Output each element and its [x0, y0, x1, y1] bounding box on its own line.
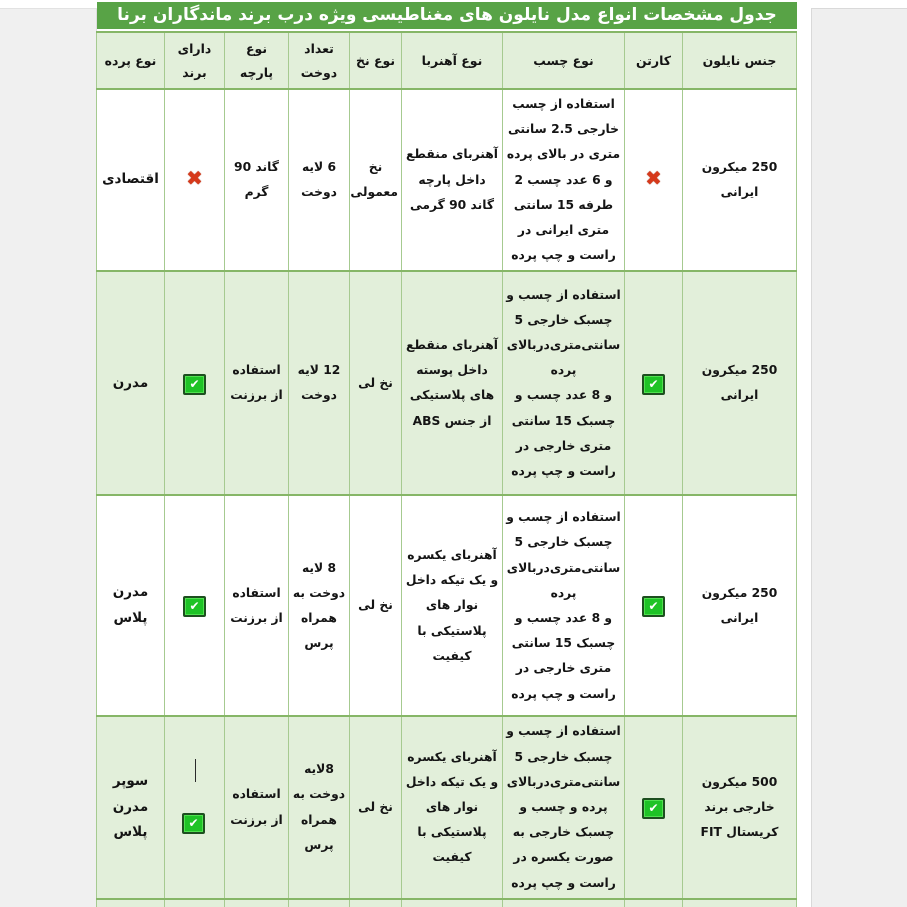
cell-fabric[interactable]: استفاده از برزنت [224, 715, 289, 900]
cell-nylon[interactable]: 250 میکرون ایرانی [682, 87, 797, 273]
cell-empty[interactable] [349, 897, 402, 907]
cell-brand[interactable]: ✖ [164, 87, 225, 273]
check-icon: ✔ [183, 373, 206, 395]
cell-thread[interactable]: نخ لی [349, 494, 402, 718]
cell-thread[interactable]: نخ لی [349, 715, 402, 900]
cell-brand[interactable]: ✔ [164, 494, 225, 718]
cell-fabric[interactable]: استفاده از برزنت [224, 494, 289, 718]
cell-carton[interactable]: ✖ [624, 87, 683, 273]
cell-brand[interactable]: ✔ [164, 270, 225, 497]
cell-thread[interactable]: نخ معمولی [349, 87, 402, 273]
cell-stitch[interactable]: 12 لایه دوخت [288, 270, 350, 497]
left-margin-panel [0, 8, 97, 907]
cell-glue[interactable]: استفاده از چسب و چسبک خارجی 5 سانتی‌متری… [502, 270, 625, 497]
cell-glue[interactable]: استفاده از چسب خارجی 2.5 سانتی متری در ب… [502, 87, 625, 273]
cell-fabric[interactable]: گاند 90 گرم [224, 87, 289, 273]
cell-stitch[interactable]: 6 لایه دوخت [288, 87, 350, 273]
cell-curtain-type[interactable]: مدرن پلاس [96, 494, 165, 718]
cell-magnet[interactable]: آهنربای منقطع داخل پوسته های پلاستیکی از… [401, 270, 503, 497]
column-header-thread[interactable]: نوع نخ [349, 31, 402, 90]
column-header-fabric[interactable]: نوع پارچه [224, 31, 289, 90]
column-header-magnet[interactable]: نوع آهنربا [401, 31, 503, 90]
column-header-brand[interactable]: دارای برند [164, 31, 225, 90]
header-row: جنس نایلون کارتن نوع چسب نوع آهنربا نوع … [96, 31, 797, 90]
cell-empty[interactable] [682, 897, 797, 907]
table-row-economic: 250 میکرون ایرانی ✖ استفاده از چسب خارجی… [96, 87, 797, 273]
column-header-nylon[interactable]: جنس نایلون [682, 31, 797, 90]
spec-table: جنس نایلون کارتن نوع چسب نوع آهنربا نوع … [96, 31, 797, 907]
cell-stitch[interactable]: 8لایه دوخت به همراه پرس [288, 715, 350, 900]
table-row-super-modern-plus: 500 میکرون خارجی برند کریستال FIT ✔ استف… [96, 715, 797, 900]
cell-empty[interactable] [502, 897, 625, 907]
cell-glue[interactable]: استفاده از چسب و چسبک خارجی 5 سانتی‌متری… [502, 494, 625, 718]
cell-curtain-type[interactable]: مدرن [96, 270, 165, 497]
right-margin-panel [811, 8, 907, 907]
cell-carton[interactable]: ✔ [624, 270, 683, 497]
cell-magnet[interactable]: آهنربای یکسره و یک تیکه داخل نوار های پل… [401, 715, 503, 900]
cell-magnet[interactable]: آهنربای منقطع داخل پارچه گاند 90 گرمی [401, 87, 503, 273]
cell-empty[interactable] [624, 897, 683, 907]
check-icon: ✔ [642, 797, 665, 819]
cell-nylon[interactable]: 500 میکرون خارجی برند کریستال FIT [682, 715, 797, 900]
column-header-carton[interactable]: کارتن [624, 31, 683, 90]
column-header-type[interactable]: نوع پرده [96, 31, 165, 90]
cell-empty[interactable] [164, 897, 225, 907]
cell-curtain-type[interactable]: اقتصادی [96, 87, 165, 273]
check-icon: ✔ [642, 596, 665, 618]
cell-magnet[interactable]: آهنربای یکسره و یک تیکه داخل نوار های پل… [401, 494, 503, 718]
cell-fabric[interactable]: استفاده از برزنت [224, 270, 289, 497]
cell-glue[interactable]: استفاده از چسب و چسبک خارجی 5 سانتی‌متری… [502, 715, 625, 900]
text-cursor [195, 759, 196, 783]
cell-nylon[interactable]: 250 میکرون ایرانی [682, 494, 797, 718]
cell-carton[interactable]: ✔ [624, 715, 683, 900]
cell-curtain-type[interactable]: سوپر مدرن پلاس [96, 715, 165, 900]
cell-nylon[interactable]: 250 میکرون ایرانی [682, 270, 797, 497]
column-header-stitch[interactable]: تعداد دوخت [288, 31, 350, 90]
cell-carton[interactable]: ✔ [624, 494, 683, 718]
cross-icon: ✖ [186, 165, 203, 190]
cell-empty[interactable] [401, 897, 503, 907]
table-row-modern-plus: 250 میکرون ایرانی ✔ استفاده از چسب و چسب… [96, 494, 797, 718]
check-icon: ✔ [183, 596, 206, 618]
cell-empty[interactable] [96, 897, 165, 907]
table-row-partial [96, 897, 797, 907]
column-header-glue[interactable]: نوع چسب [502, 31, 625, 90]
check-icon: ✔ [182, 813, 205, 835]
cell-thread[interactable]: نخ لی [349, 270, 402, 497]
cell-brand[interactable]: ✔ [164, 715, 225, 900]
check-icon: ✔ [642, 373, 665, 395]
cell-stitch[interactable]: 8 لایه دوخت به همراه پرس [288, 494, 350, 718]
cell-empty[interactable] [224, 897, 289, 907]
table-row-modern: 250 میکرون ایرانی ✔ استفاده از چسب و چسب… [96, 270, 797, 497]
spec-sheet: جدول مشخصات انواع مدل نایلون های مغناطیس… [96, 2, 797, 907]
table-title: جدول مشخصات انواع مدل نایلون های مغناطیس… [97, 2, 797, 29]
cell-empty[interactable] [288, 897, 350, 907]
cross-icon: ✖ [645, 165, 662, 190]
